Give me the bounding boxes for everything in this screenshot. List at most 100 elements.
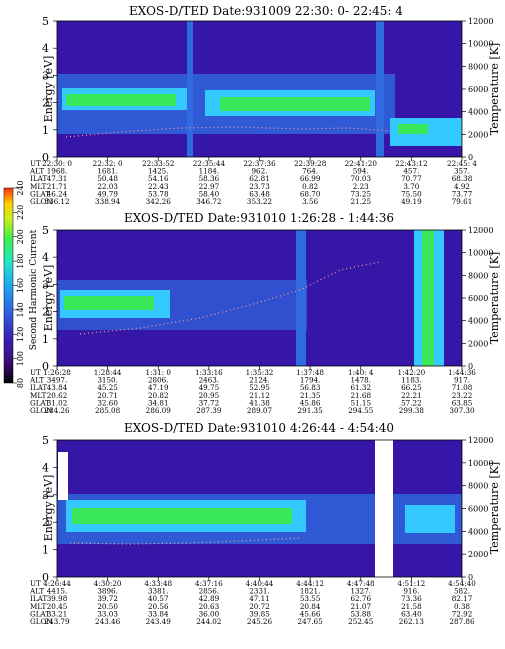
panel-3-table-cell: 20.45 [47,602,68,611]
panel-1-y2-tick-label: 10000 [468,40,493,49]
panel-2-table-cell: 291.35 [298,406,324,415]
panel-1-table-cell: 46.24 [47,189,68,198]
panel-1-table-cell: 346.72 [196,197,221,206]
panel-1-y-tick-label: 1 [42,124,49,137]
panel-3-table-cell: 2856. [199,587,220,596]
panel-3-table-cell: 244.02 [196,617,221,626]
panel-3-table-cell: 4:37:16 [195,579,223,588]
panel-2-y-tick-label: 0 [42,360,49,373]
panel-1-band-green [66,94,176,106]
panel-2-table-cell: 56.83 [300,383,321,392]
panel-3-row-label: GLON [30,617,53,626]
panel-3-title: EXOS-D/TED Date:931010 4:26:44 - 4:54:40 [124,421,394,435]
panel-3-table-cell: 33.03 [97,609,118,618]
panel-3-table-cell: 243.49 [146,617,172,626]
panel-2-y2-tick-label: 10000 [468,249,493,258]
panel-1-table-cell: 457. [403,167,419,176]
panel-1-table-cell: 22:33:52 [142,159,174,168]
panel-1-table-cell: 62.81 [249,174,270,183]
panel-2-row-label: MLT [30,391,47,400]
panel-2-temperature-trace [79,261,381,335]
panel-3-table-cell: 53.88 [350,609,371,618]
panel-3-table-cell: 4:54:40 [448,579,476,588]
panel-2-table-cell: 2463. [199,376,220,385]
panel-3-table-cell: 62.76 [350,594,371,603]
panel-2-y2-tick-label: 12000 [468,226,493,235]
panel-3-y-tick-label: 2 [42,516,49,529]
panel-1-row-label: GLON [30,197,53,206]
panel-1-table-cell: 22:43:12 [395,159,427,168]
panel-2-row-label: GLAT [30,398,50,407]
colorbar: 80 100 120 140 160 180 200 220 240 Second Harmon… [3,180,39,388]
panel-2-table-cell: 284.26 [44,406,70,415]
panel-2-table-cell: 43.84 [47,383,68,392]
panel-1-table-cell: 22.97 [199,182,220,191]
panel-1-table-cell: 22:30: 0 [42,159,72,168]
panel-1-y-tick-label: 2 [42,97,49,110]
panel-2-table-cell: 1794. [300,376,321,385]
panel-1-table-cell: 63.48 [249,189,270,198]
panel-3-table-cell: 72.92 [452,609,473,618]
panel-3-table-cell: 39.98 [47,594,68,603]
panel-3-table-cell: 4415. [47,587,68,596]
panel-1-table-cell: 962. [251,167,267,176]
panel-1-table-cell: 22:37:36 [243,159,276,168]
panel-2-table-cell: 1:26:28 [43,368,71,377]
colorbar-tick-label: 220 [16,205,25,220]
panel-3-row-label: ILAT [30,594,47,603]
panel-2-table-cell: 307.30 [449,406,475,415]
panel-1-streak-1 [187,21,193,157]
panel-3-table-cell: 1327. [350,587,371,596]
panel-1-table-cell: 22:39:28 [294,159,327,168]
panel-1-y2label: Temperature [K] [488,43,501,135]
panel-3-y2-tick-label: 0 [468,573,473,582]
panel-2-table-cell: 57.22 [401,398,422,407]
panel-2-table-cell: 20.95 [199,391,220,400]
panel-2-y-tick-label: 1 [42,333,49,346]
panel-2-table-cell: 917. [454,376,470,385]
panel-1-temperature-trace [65,126,391,138]
panel-2-table-cell: 61.32 [350,383,371,392]
panel-1-y-ticks: 0 1 2 3 4 5 [42,15,57,164]
panel-2-table-cell: 41.38 [249,398,270,407]
panel-3-ylabel: Energy [eV] [42,475,55,542]
panel-1-table-cell: 22:35:44 [193,159,226,168]
panel-3-y2-tick-label: 8000 [468,482,488,491]
panel-1-table-cell: 68.70 [300,189,321,198]
panel-2-table-cell: 21.68 [350,391,371,400]
panel-1-table-cell: 23.73 [249,182,270,191]
panel-2-y2-tick-label: 6000 [468,294,488,303]
panel-2-table-cell: 3497. [47,376,68,385]
panel-3-table-cell: 53.55 [300,594,321,603]
panel-1-y2-tick-label: 0 [468,153,473,162]
panel-3-y-tick-label: 3 [42,489,49,502]
panel-1-table-cell: 68.38 [452,174,473,183]
panel-3-temperature-trace [69,537,301,545]
panel-2-table-cell: 31.02 [47,398,68,407]
panel-2-table-cell: 66.25 [401,383,422,392]
panel-3-table-cell: 47.11 [249,594,270,603]
panel-3-table-cell: 36.00 [199,609,220,618]
panel-3-table-cell: 4:26:44 [43,579,71,588]
panel-3-table-cell: 4:47:48 [347,579,375,588]
panel-2-table-cell: 287.39 [196,406,222,415]
panel-3-table-cell: 82.17 [452,594,473,603]
panel-1-table-cell: 79.61 [452,197,473,206]
panel-2-table-cell: 20.82 [148,391,169,400]
panel-2-table-cell: 52.95 [249,383,270,392]
panel-1-y2-ticks: 0 2000 4000 6000 8000 10000 12000 [462,17,493,162]
panel-2-y2-tick-label: 2000 [468,339,488,348]
panel-1-table-cell: 75.50 [401,189,422,198]
panel-2-table-cell: 2806. [148,376,169,385]
panel-2-table-cell: 286.09 [146,406,172,415]
panel-3-ephemeris-table: UTALTILATMLTGLATGLON4:26:444415.39.9820.… [29,577,476,626]
panel-2-table-cell: 1478. [350,376,371,385]
panel-2-table-cell: 47.19 [148,383,169,392]
colorbar-tick-label: 80 [16,378,25,388]
panel-1-y2-tick-label: 6000 [468,85,488,94]
panel-2-table-cell: 1:44:36 [448,368,476,377]
panel-1-table-cell: 73.77 [452,189,473,198]
panel-1-table-cell: 594. [353,167,369,176]
panel-3-table-cell: 245.26 [247,617,273,626]
panel-3-table-cell: 3896. [97,587,118,596]
